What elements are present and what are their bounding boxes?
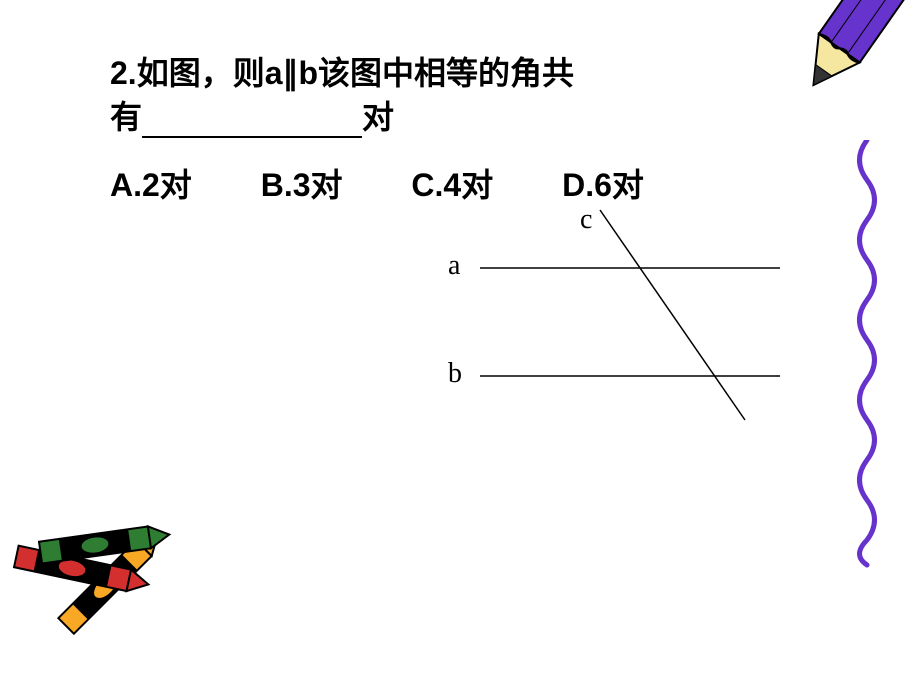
crayons-icon	[5, 490, 205, 650]
line-c	[600, 210, 745, 420]
options-row: A.2对 B.3对 C.4对 D.6对	[110, 160, 704, 206]
option-b: B.3对	[261, 167, 343, 203]
squiggle-line	[842, 140, 892, 570]
question-line-1: 2.如图，则a∥b该图中相等的角共	[110, 48, 574, 94]
option-c: C.4对	[411, 167, 493, 203]
label-a: a	[448, 250, 460, 282]
q-prefix: 有	[110, 99, 142, 135]
q-suffix: 对	[362, 99, 394, 135]
option-a: A.2对	[110, 167, 192, 203]
answer-blank	[142, 114, 362, 138]
pencil-icon	[760, 0, 920, 160]
question-line-2: 有对	[110, 92, 394, 138]
option-d: D.6对	[562, 167, 644, 203]
label-c: c	[580, 204, 592, 236]
label-b: b	[448, 358, 462, 390]
